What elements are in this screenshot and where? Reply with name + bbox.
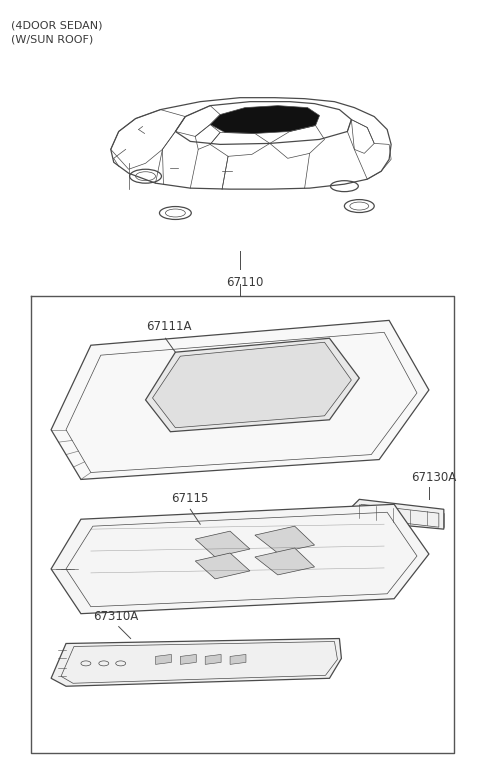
Text: (4DOOR SEDAN): (4DOOR SEDAN): [12, 20, 103, 30]
Polygon shape: [195, 553, 250, 579]
Polygon shape: [153, 342, 351, 428]
Polygon shape: [205, 654, 221, 665]
Polygon shape: [180, 654, 196, 665]
Polygon shape: [195, 531, 250, 557]
Text: 67130A: 67130A: [411, 471, 456, 484]
Text: 67111A: 67111A: [145, 320, 191, 333]
Polygon shape: [156, 654, 171, 665]
Text: 67115: 67115: [172, 492, 209, 505]
Polygon shape: [145, 338, 360, 432]
Polygon shape: [339, 499, 444, 539]
Polygon shape: [210, 105, 320, 133]
Text: 67310A: 67310A: [93, 610, 138, 623]
Polygon shape: [255, 548, 314, 575]
Polygon shape: [230, 654, 246, 665]
Polygon shape: [51, 320, 429, 480]
Text: (W/SUN ROOF): (W/SUN ROOF): [12, 34, 94, 44]
Text: 67110: 67110: [226, 276, 264, 289]
Polygon shape: [51, 638, 341, 686]
Polygon shape: [255, 526, 314, 553]
Polygon shape: [51, 504, 429, 614]
